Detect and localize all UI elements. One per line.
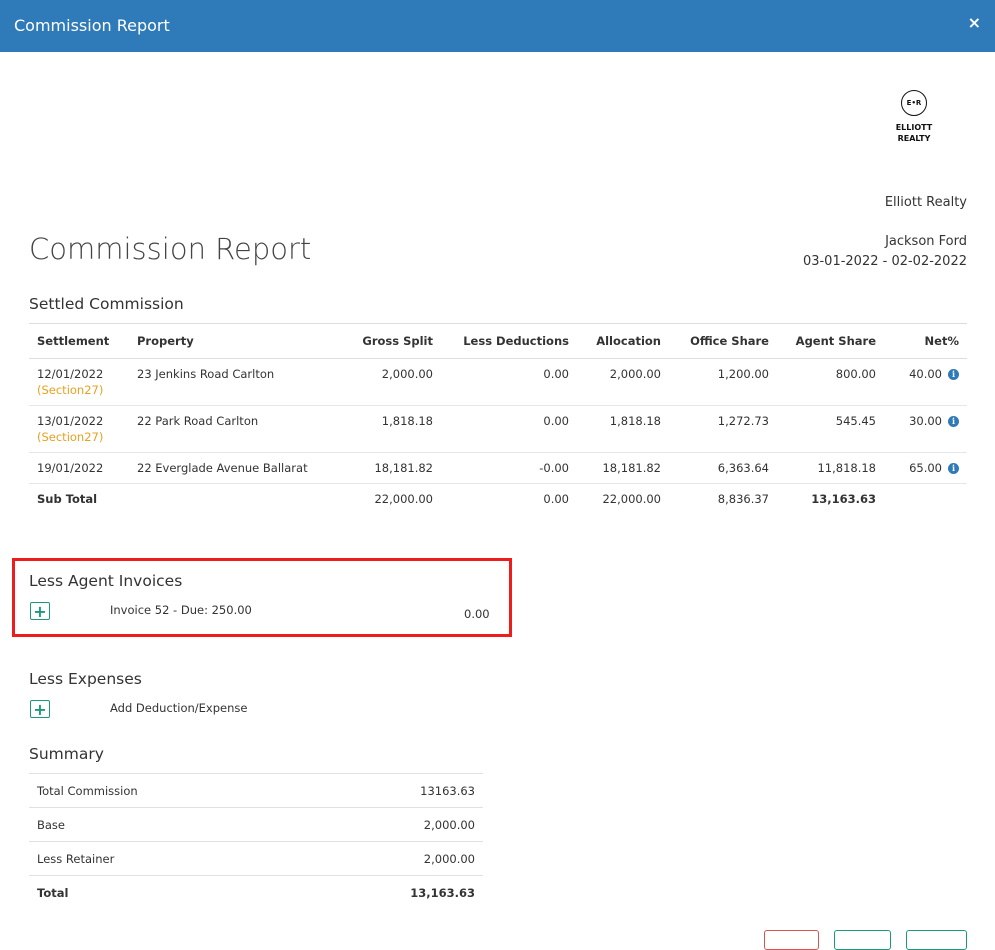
company-name: Elliott Realty [884, 195, 967, 210]
net-percent-cell: 65.00 i [884, 452, 967, 484]
company-logo: E•R ELLIOTT REALTY [890, 90, 938, 144]
settled-commission-table: Settlement Property Gross Split Less Ded… [29, 323, 967, 514]
header-office-share: Office Share [669, 323, 777, 359]
subtotal-gross: 22,000.00 [374, 492, 433, 506]
footer-danger-button[interactable] [764, 930, 819, 950]
section27-tag: (Section27) [37, 383, 104, 397]
summary-value: 2,000.00 [297, 807, 483, 842]
summary-row: Base 2,000.00 [29, 807, 483, 842]
table-header-row: Settlement Property Gross Split Less Ded… [29, 323, 967, 359]
logo-text: ELLIOTT REALTY [890, 122, 938, 144]
header-net-percent: Net% [884, 323, 967, 359]
office-share-cell: 6,363.64 [669, 452, 777, 484]
summary-row: Total Commission 13163.63 [29, 773, 483, 808]
summary-value: 2,000.00 [297, 841, 483, 876]
add-expense-label[interactable]: Add Deduction/Expense [110, 701, 248, 715]
office-share-cell: 1,272.73 [669, 405, 777, 453]
header-property: Property [129, 323, 335, 359]
summary-total-label: Total [29, 875, 298, 909]
subtotal-net-empty [884, 484, 967, 515]
settlement-cell: 19/01/2022 [29, 452, 129, 484]
settlement-date: 12/01/2022 [37, 367, 104, 381]
subtotal-row: Sub Total 22,000.00 0.00 22,000.00 8,836… [29, 484, 967, 515]
subtotal-label: Sub Total [37, 492, 98, 506]
subtotal-deductions: 0.00 [543, 492, 569, 506]
less-deductions-cell: 0.00 [441, 358, 577, 406]
office-share-cell: 1,200.00 [669, 358, 777, 406]
settlement-cell: 12/01/2022 (Section27) [29, 358, 129, 406]
less-deductions-cell: 0.00 [441, 405, 577, 453]
gross-split-cell: 1,818.18 [335, 405, 441, 453]
allocation-cell: 18,181.82 [577, 452, 669, 484]
settled-commission-title: Settled Commission [29, 295, 184, 313]
allocation-cell: 1,818.18 [577, 405, 669, 453]
footer-button[interactable] [906, 930, 967, 950]
agent-name: Jackson Ford [885, 234, 967, 249]
add-expense-button[interactable]: + [30, 700, 50, 718]
summary-label: Base [29, 807, 298, 842]
gross-split-cell: 18,181.82 [335, 452, 441, 484]
summary-total-row: Total 13,163.63 [29, 875, 483, 909]
table-row: 13/01/2022 (Section27) 22 Park Road Carl… [29, 405, 967, 453]
agent-invoices-title: Less Agent Invoices [29, 572, 183, 590]
summary-row: Less Retainer 2,000.00 [29, 841, 483, 876]
header-settlement: Settlement [29, 323, 129, 359]
header-less-deductions: Less Deductions [441, 323, 577, 359]
net-percent-cell: 40.00 i [884, 358, 967, 406]
less-deductions-cell: -0.00 [441, 452, 577, 484]
table-row: 12/01/2022 (Section27) 23 Jenkins Road C… [29, 358, 967, 406]
net-percent-value: 65.00 [909, 461, 942, 475]
subtotal-allocation: 22,000.00 [602, 492, 661, 506]
date-range: 03-01-2022 - 02-02-2022 [802, 254, 967, 269]
subtotal-office: 8,836.37 [717, 492, 769, 506]
summary-label: Less Retainer [29, 841, 298, 876]
plus-icon: + [33, 700, 47, 719]
add-invoice-button[interactable]: + [30, 602, 50, 620]
section27-tag: (Section27) [37, 430, 104, 444]
header-allocation: Allocation [577, 323, 669, 359]
gross-split-cell: 2,000.00 [335, 358, 441, 406]
agent-share-cell: 800.00 [777, 358, 884, 406]
summary-title: Summary [29, 745, 104, 763]
logo-line2: REALTY [897, 134, 931, 143]
info-icon[interactable]: i [948, 369, 959, 380]
info-icon[interactable]: i [948, 463, 959, 474]
settlement-date: 13/01/2022 [37, 414, 104, 428]
property-cell: 23 Jenkins Road Carlton [129, 358, 335, 406]
info-icon[interactable]: i [948, 416, 959, 427]
summary-total-value: 13,163.63 [297, 875, 483, 909]
logo-monogram: E•R [901, 90, 927, 116]
footer-button[interactable] [834, 930, 891, 950]
settlement-cell: 13/01/2022 (Section27) [29, 405, 129, 453]
modal-header: Commission Report × [0, 0, 995, 52]
agent-share-cell: 11,818.18 [777, 452, 884, 484]
summary-label: Total Commission [29, 773, 298, 808]
modal-title: Commission Report [14, 16, 170, 35]
header-agent-share: Agent Share [777, 323, 884, 359]
expenses-title: Less Expenses [29, 670, 142, 688]
summary-table: Total Commission 13163.63 Base 2,000.00 … [29, 773, 483, 909]
net-percent-value: 30.00 [909, 414, 942, 428]
table-row: 19/01/2022 22 Everglade Avenue Ballarat … [29, 452, 967, 484]
logo-line1: ELLIOTT [895, 123, 933, 132]
close-icon[interactable]: × [967, 13, 981, 32]
highlight-box [12, 558, 512, 637]
net-percent-value: 40.00 [909, 367, 942, 381]
property-cell: 22 Park Road Carlton [129, 405, 335, 453]
net-percent-cell: 30.00 i [884, 405, 967, 453]
subtotal-empty [129, 484, 335, 515]
settlement-date: 19/01/2022 [37, 461, 104, 475]
property-cell: 22 Everglade Avenue Ballarat [129, 452, 335, 484]
summary-value: 13163.63 [297, 773, 483, 808]
invoice-value: 0.00 [464, 607, 490, 621]
page-title: Commission Report [29, 232, 312, 266]
subtotal-agent: 13,163.63 [811, 492, 876, 506]
plus-icon: + [33, 602, 47, 621]
agent-share-cell: 545.45 [777, 405, 884, 453]
allocation-cell: 2,000.00 [577, 358, 669, 406]
invoice-label: Invoice 52 - Due: 250.00 [110, 603, 252, 617]
header-gross-split: Gross Split [335, 323, 441, 359]
